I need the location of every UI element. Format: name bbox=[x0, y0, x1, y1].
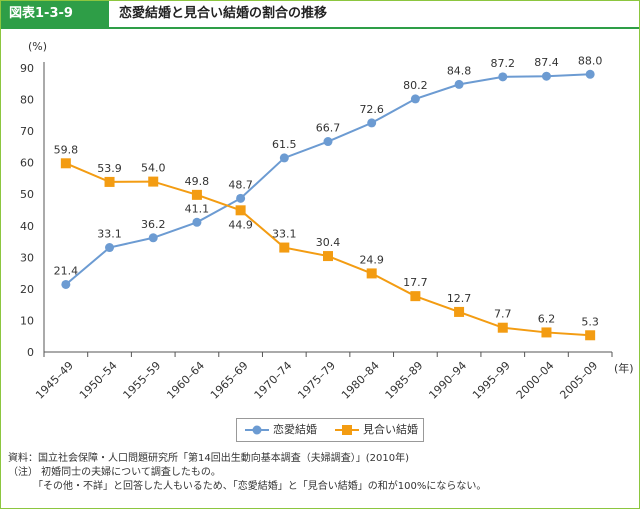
y-tick-label: 80 bbox=[20, 94, 34, 107]
data-point-arranged bbox=[585, 330, 596, 341]
data-point-arranged bbox=[279, 242, 290, 253]
data-point-arranged bbox=[235, 205, 246, 216]
data-label-arranged: 33.1 bbox=[272, 228, 297, 241]
x-tick-label: 1945–49 bbox=[33, 359, 76, 402]
data-label-love: 48.7 bbox=[228, 178, 253, 191]
legend-label-arranged: 見合い結婚 bbox=[363, 423, 418, 436]
data-point-love bbox=[410, 94, 420, 104]
data-point-love bbox=[279, 153, 289, 163]
notes: 資料：国立社会保障・人口問題研究所「第14回出生動向基本調査（夫婦調査）」(20… bbox=[8, 452, 486, 494]
data-label-arranged: 5.3 bbox=[581, 315, 599, 328]
x-tick-label: 1950–54 bbox=[77, 359, 120, 402]
data-label-love: 41.1 bbox=[185, 202, 210, 215]
data-label-arranged: 49.8 bbox=[185, 175, 210, 188]
data-label-love: 87.4 bbox=[534, 56, 559, 69]
x-tick-label: 2000–04 bbox=[514, 359, 557, 402]
data-point-arranged bbox=[410, 291, 421, 302]
data-label-love: 88.0 bbox=[578, 54, 603, 67]
data-label-arranged: 44.9 bbox=[228, 218, 253, 231]
x-tick-label: 1980–84 bbox=[339, 359, 382, 402]
x-tick-label: 1990–94 bbox=[426, 359, 469, 402]
data-point-love bbox=[323, 137, 333, 147]
chart-title: 恋愛結婚と見合い結婚の割合の推移 bbox=[119, 6, 328, 21]
legend-marker-arranged bbox=[335, 425, 359, 435]
data-label-arranged: 12.7 bbox=[447, 292, 472, 305]
data-label-arranged: 30.4 bbox=[316, 236, 341, 249]
x-tick-label: 1970–74 bbox=[252, 359, 295, 402]
data-point-arranged bbox=[497, 322, 508, 333]
x-tick-label: 1975–79 bbox=[295, 359, 338, 402]
legend-label-love: 恋愛結婚 bbox=[273, 423, 317, 436]
x-tick-label: 1995–99 bbox=[470, 359, 513, 402]
figure-number: 図表1-3-9 bbox=[1, 1, 109, 27]
y-tick-label: 30 bbox=[20, 251, 34, 264]
note-source: 資料：国立社会保障・人口問題研究所「第14回出生動向基本調査（夫婦調査）」(20… bbox=[8, 453, 409, 464]
data-label-love: 87.2 bbox=[491, 57, 516, 70]
y-tick-label: 70 bbox=[20, 125, 34, 138]
data-label-love: 72.6 bbox=[359, 103, 384, 116]
data-point-love bbox=[148, 233, 158, 243]
data-label-love: 84.8 bbox=[447, 64, 472, 77]
y-unit-label: (%) bbox=[28, 40, 47, 53]
x-tick-label: 1985–89 bbox=[383, 359, 426, 402]
legend: 恋愛結婚 見合い結婚 bbox=[236, 418, 424, 442]
data-point-arranged bbox=[541, 327, 552, 338]
data-point-love bbox=[498, 72, 508, 82]
y-tick-label: 60 bbox=[20, 157, 34, 170]
data-point-love bbox=[105, 243, 115, 253]
y-tick-label: 20 bbox=[20, 283, 34, 296]
data-point-love bbox=[585, 69, 595, 79]
data-label-arranged: 6.2 bbox=[538, 312, 556, 325]
data-point-love bbox=[192, 217, 202, 227]
data-label-love: 80.2 bbox=[403, 79, 428, 92]
data-point-love bbox=[61, 279, 71, 289]
data-point-arranged bbox=[104, 176, 115, 187]
data-label-arranged: 59.8 bbox=[54, 143, 79, 156]
data-label-arranged: 24.9 bbox=[359, 253, 384, 266]
x-tick-label: 1965–69 bbox=[208, 359, 251, 402]
data-point-love bbox=[367, 118, 377, 128]
data-label-love: 21.4 bbox=[54, 264, 79, 277]
x-tick-label: 1960–64 bbox=[164, 359, 207, 402]
figure-header: 図表1-3-9 恋愛結婚と見合い結婚の割合の推移 bbox=[1, 1, 639, 29]
data-label-love: 66.7 bbox=[316, 122, 341, 135]
note-2: 「その他・不詳」と回答した人もいるため、「恋愛結婚」と「見合い結婚」の和が100… bbox=[8, 481, 487, 492]
data-label-arranged: 7.7 bbox=[494, 308, 512, 321]
data-label-love: 33.1 bbox=[97, 228, 122, 241]
legend-marker-love bbox=[245, 425, 269, 435]
y-tick-label: 10 bbox=[20, 314, 34, 327]
data-point-arranged bbox=[454, 306, 465, 317]
y-tick-label: 0 bbox=[27, 346, 34, 359]
data-point-arranged bbox=[60, 158, 71, 169]
x-tick-label: 2005–09 bbox=[557, 359, 600, 402]
data-point-arranged bbox=[323, 251, 333, 262]
note-1: （注） 初婚同士の夫婦について調査したもの。 bbox=[8, 467, 221, 478]
data-label-love: 36.2 bbox=[141, 218, 166, 231]
data-label-arranged: 54.0 bbox=[141, 162, 166, 175]
data-label-love: 61.5 bbox=[272, 138, 297, 151]
data-point-arranged bbox=[366, 268, 377, 279]
data-point-love bbox=[541, 71, 551, 81]
data-point-arranged bbox=[191, 189, 202, 200]
data-label-arranged: 17.7 bbox=[403, 276, 428, 289]
y-tick-label: 90 bbox=[20, 62, 34, 75]
data-point-arranged bbox=[148, 176, 159, 187]
data-label-arranged: 53.9 bbox=[97, 162, 122, 175]
x-unit-label: (年) bbox=[614, 361, 634, 375]
y-tick-label: 50 bbox=[20, 188, 34, 201]
x-tick-label: 1955–59 bbox=[121, 359, 164, 402]
y-tick-label: 40 bbox=[20, 220, 34, 233]
data-point-love bbox=[236, 193, 246, 203]
data-point-love bbox=[454, 79, 464, 89]
